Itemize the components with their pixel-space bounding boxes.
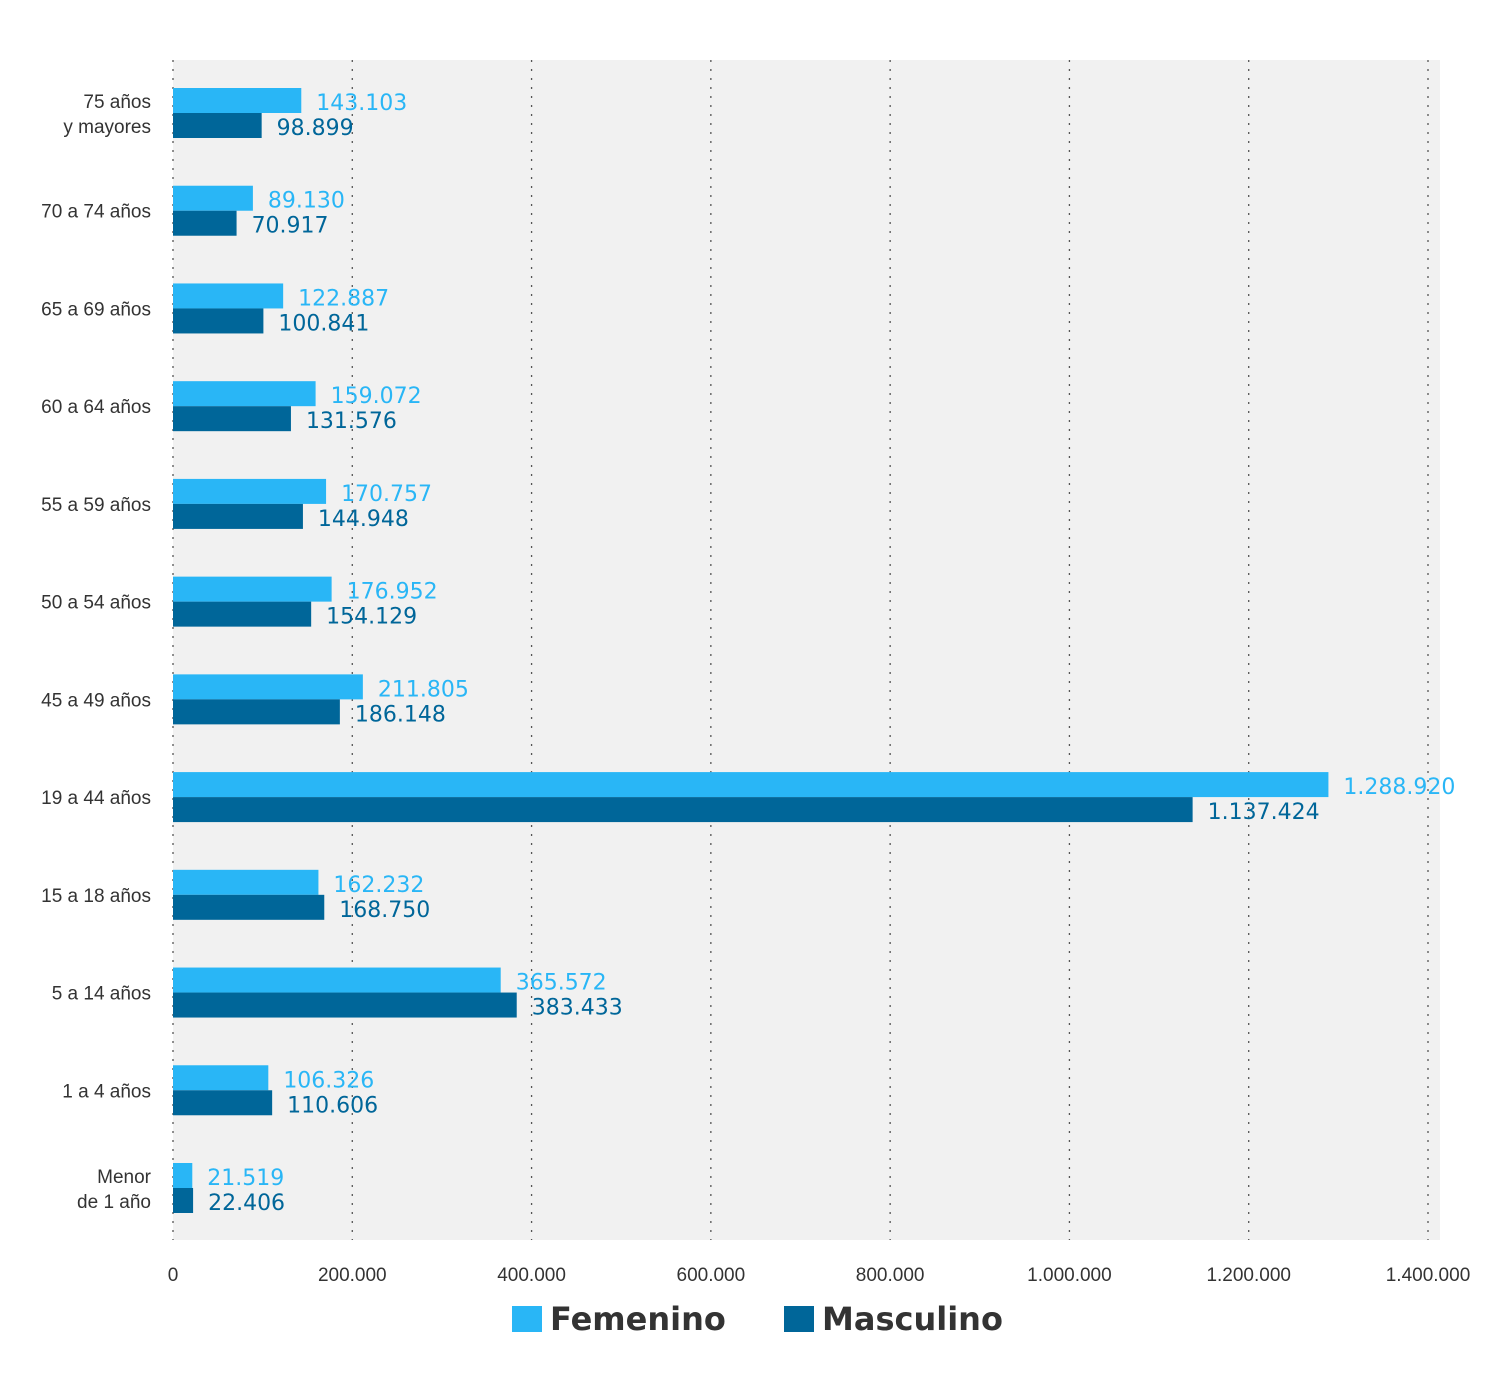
category-label: 75 años y mayores [63, 92, 151, 138]
category-label: 50 a 54 años [41, 593, 151, 614]
x-tick-label: 200.000 [318, 1265, 387, 1286]
bars [173, 88, 1329, 1213]
value-label-femenino: 365.572 [516, 971, 607, 996]
value-label-masculino: 383.433 [532, 996, 623, 1021]
x-tick-label: 1.400.000 [1386, 1265, 1471, 1286]
value-label-masculino: 100.841 [278, 311, 369, 336]
x-tick-label: 600.000 [677, 1265, 746, 1286]
bar-masculino [173, 992, 517, 1018]
x-tick-label: 1.200.000 [1206, 1265, 1291, 1286]
value-label-femenino: 21.519 [207, 1166, 284, 1191]
bar-femenino [173, 88, 302, 113]
category-label: 55 a 59 años [41, 495, 151, 516]
category-label: 70 a 74 años [41, 202, 151, 223]
value-label-femenino: 106.326 [283, 1068, 374, 1093]
bar-femenino [173, 478, 327, 504]
bar-femenino [173, 283, 284, 309]
value-label-masculino: 1.137.424 [1208, 800, 1320, 825]
bar-femenino [173, 869, 319, 895]
value-label-masculino: 110.606 [287, 1093, 378, 1118]
bar-masculino [173, 503, 303, 529]
value-label-masculino: 98.899 [277, 116, 354, 141]
category-label: 19 a 44 años [41, 788, 151, 809]
bar-femenino [173, 381, 316, 407]
bar-masculino [173, 894, 325, 920]
bar-masculino [173, 210, 237, 236]
legend-swatch-masculino [784, 1306, 814, 1332]
bar-femenino [173, 772, 1329, 798]
x-tick-label: 0 [168, 1265, 179, 1286]
bar-femenino [173, 674, 363, 700]
category-labels: 75 años y mayores 70 a 74 años 65 a 69 años… [41, 92, 152, 1213]
x-tick-label: 400.000 [497, 1265, 566, 1286]
category-label: 65 a 69 años [41, 299, 151, 320]
x-tick-labels: 0 200.000 400.000 600.000 800.000 1.000.000 1.… [168, 1265, 1471, 1286]
bar-masculino [173, 797, 1193, 823]
x-tick-label: 1.000.000 [1027, 1265, 1112, 1286]
category-label: 45 a 49 años [41, 690, 151, 711]
plot-background [173, 60, 1440, 1240]
bar-femenino [173, 576, 332, 602]
bar-femenino [173, 1065, 269, 1091]
bar-masculino [173, 113, 262, 138]
bar-femenino [173, 185, 253, 211]
category-label: 1 a 4 años [62, 1081, 151, 1102]
value-label-femenino: 1.288.920 [1343, 775, 1455, 800]
value-label-femenino: 89.130 [268, 189, 345, 214]
value-label-femenino: 176.952 [347, 580, 438, 605]
value-label-masculino: 154.129 [326, 605, 417, 630]
legend-swatch-femenino [512, 1306, 542, 1332]
legend-label-femenino: Femenino [550, 1300, 726, 1338]
value-label-masculino: 144.948 [318, 507, 409, 532]
value-label-masculino: 22.406 [208, 1191, 285, 1216]
value-label-masculino: 168.750 [339, 898, 430, 923]
bar-masculino [173, 601, 312, 627]
category-label: Menor de 1 año [77, 1167, 152, 1213]
category-label: 5 a 14 años [52, 984, 151, 1005]
value-label-femenino: 143.103 [316, 91, 407, 116]
value-label-femenino: 122.887 [298, 286, 389, 311]
bar-masculino [173, 1188, 194, 1213]
legend-item-masculino: Masculino [784, 1300, 1003, 1338]
value-label-femenino: 162.232 [333, 873, 424, 898]
value-label-masculino: 186.148 [355, 702, 446, 727]
bar-femenino [173, 1163, 193, 1188]
value-label-femenino: 159.072 [331, 384, 422, 409]
value-label-masculino: 70.917 [252, 214, 329, 239]
x-tick-label: 800.000 [856, 1265, 925, 1286]
bar-masculino [173, 1090, 273, 1116]
bar-masculino [173, 699, 340, 725]
legend-label-masculino: Masculino [822, 1300, 1003, 1338]
bar-femenino [173, 967, 501, 993]
legend-item-femenino: Femenino [512, 1300, 726, 1338]
bar-masculino [173, 308, 264, 334]
bar-chart: 75 años y mayores 70 a 74 años 65 a 69 años… [41, 60, 1471, 1286]
category-label: 60 a 64 años [41, 397, 151, 418]
legend: Femenino Masculino [0, 1300, 1500, 1350]
bar-masculino [173, 406, 291, 432]
value-label-femenino: 170.757 [341, 482, 432, 507]
category-label: 15 a 18 años [41, 886, 151, 907]
value-label-femenino: 211.805 [378, 677, 469, 702]
value-label-masculino: 131.576 [306, 409, 397, 434]
